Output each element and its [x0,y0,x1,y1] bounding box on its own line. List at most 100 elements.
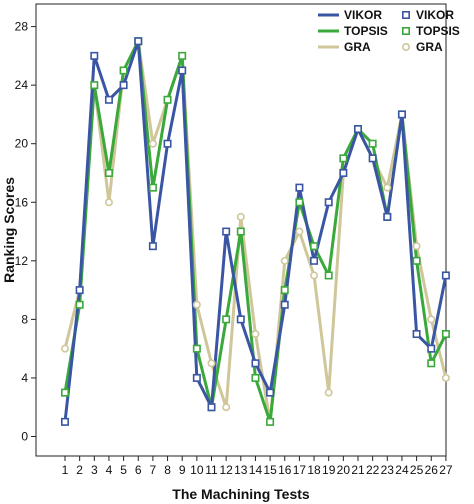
point-topsis [310,242,319,251]
point-gra [427,315,436,324]
x-tick-label: 16 [278,463,292,477]
x-tick-label: 21 [351,463,365,477]
y-tick-label: 0 [21,430,28,444]
x-tick-label: 3 [91,463,98,477]
point-gra [236,212,245,221]
point-topsis [368,139,377,148]
x-tick-label: 26 [425,463,439,477]
legend-line-label: TOPSIS [344,24,388,38]
point-topsis [75,300,84,309]
legend-marker-label: GRA [416,40,443,54]
point-gra [310,271,319,280]
x-axis: 1 2 3 4 5 6 7 8 9 10 11 12 13 14 15 16 17 18 19 20 21 22 23 24 2… [62,456,453,477]
x-axis-title: The Machining Tests [172,486,310,502]
point-topsis [104,168,113,177]
series-layer [60,37,450,426]
point-topsis [119,66,128,75]
x-tick-label: 2 [76,463,83,477]
legend-line-label: GRA [344,40,371,54]
x-tick-label: 22 [366,463,380,477]
x-tick-label: 24 [395,463,409,477]
point-vikor [251,359,260,368]
x-tick-label: 1 [62,463,69,477]
point-topsis [412,256,421,265]
x-tick-label: 11 [205,463,218,477]
point-vikor [134,37,143,46]
point-vikor [397,110,406,119]
x-tick-label: 23 [381,463,395,477]
point-topsis [251,373,260,382]
legend-marker-label: TOPSIS [416,24,460,38]
point-vikor [60,417,69,426]
point-topsis [222,315,231,324]
point-vikor [236,315,245,324]
y-tick-label: 16 [15,195,29,209]
point-vikor [75,286,84,295]
point-vikor [383,212,392,221]
y-tick-label: 4 [21,371,28,385]
y-tick-label: 24 [15,78,29,92]
y-axis: 0 4 8 12 16 20 24 28 [15,20,36,444]
point-gra [295,227,304,236]
y-axis-title: Ranking Scores [1,177,17,283]
x-tick-label: 25 [410,463,424,477]
point-topsis [192,344,201,353]
y-tick-label: 8 [21,312,28,326]
x-tick-label: 5 [120,463,127,477]
point-gra [207,359,216,368]
point-topsis [441,330,450,339]
y-tick-label: 28 [15,20,29,34]
point-gra [192,300,201,309]
x-tick-label: 14 [249,463,263,477]
point-gra [104,198,113,207]
point-gra [60,344,69,353]
legend-marker-swatch [401,26,410,35]
point-gra [412,242,421,251]
point-vikor [324,198,333,207]
x-tick-label: 27 [439,463,453,477]
legend-line-label: VIKOR [344,8,382,22]
point-topsis [236,227,245,236]
x-tick-label: 17 [293,463,307,477]
point-vikor [353,125,362,134]
x-tick-label: 15 [263,463,277,477]
point-vikor [178,66,187,75]
x-tick-label: 18 [307,463,321,477]
point-gra [280,256,289,265]
point-topsis [148,183,157,192]
point-topsis [90,81,99,90]
point-vikor [148,242,157,251]
point-vikor [295,183,304,192]
point-gra [222,403,231,412]
x-tick-label: 13 [234,463,248,477]
point-topsis [280,286,289,295]
point-vikor [222,227,231,236]
point-vikor [427,344,436,353]
point-vikor [207,403,216,412]
point-topsis [178,51,187,60]
x-tick-label: 4 [106,463,113,477]
x-tick-label: 10 [190,463,204,477]
point-topsis [324,271,333,280]
point-vikor [119,81,128,90]
point-vikor [192,373,201,382]
point-gra [383,183,392,192]
point-topsis [295,198,304,207]
point-vikor [280,300,289,309]
x-tick-label: 12 [219,463,233,477]
point-vikor [163,139,172,148]
point-gra [324,388,333,397]
x-tick-label: 19 [322,463,336,477]
y-tick-label: 12 [15,254,29,268]
point-gra [148,139,157,148]
y-tick-label: 20 [15,137,29,151]
point-topsis [339,154,348,163]
point-vikor [266,388,275,397]
x-tick-label: 20 [337,463,351,477]
x-tick-label: 6 [135,463,142,477]
x-tick-label: 7 [150,463,157,477]
point-topsis [266,417,275,426]
point-vikor [339,168,348,177]
legend-marker-swatch [401,42,410,51]
